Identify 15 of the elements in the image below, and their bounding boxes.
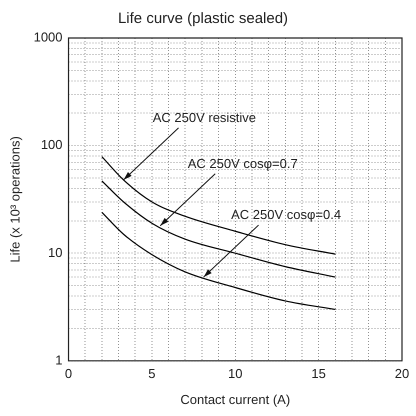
y-tick-label: 1000: [34, 30, 63, 45]
x-tick-label: 10: [228, 366, 242, 382]
y-axis-title: Life (x 10³ operations): [7, 136, 22, 263]
annotation: AC 250V cosφ=0.4: [231, 207, 342, 222]
annotation: AC 250V resistive: [152, 110, 256, 125]
x-tick-label: 15: [311, 366, 326, 382]
x-axis-title: Contact current (A): [180, 392, 290, 407]
chart-title: Life curve (plastic sealed): [118, 10, 288, 28]
x-tick-label: 5: [148, 366, 156, 382]
x-tick-label: 20: [394, 366, 410, 382]
y-tick-label: 1: [55, 352, 63, 368]
y-tick-label: 100: [40, 137, 63, 152]
x-tick-label: 0: [64, 366, 72, 382]
annotation: AC 250V cosφ=0.7: [188, 156, 298, 171]
y-tick-label: 10: [48, 244, 63, 260]
